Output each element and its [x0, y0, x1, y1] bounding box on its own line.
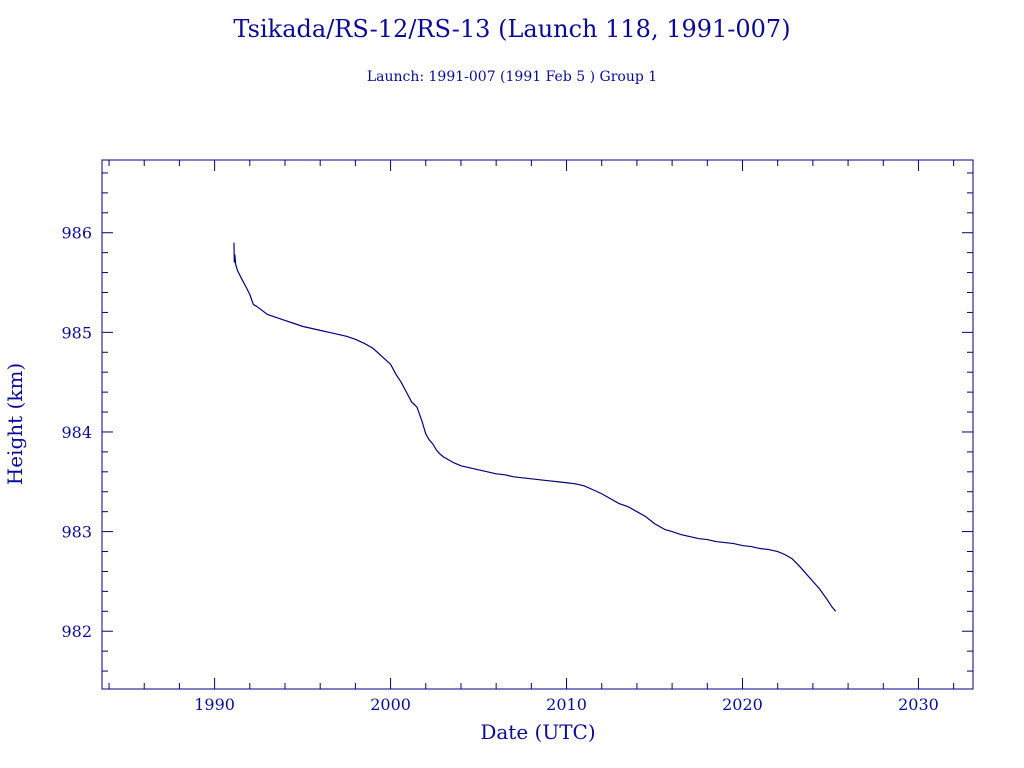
y-tick-label: 986 — [61, 224, 92, 243]
x-axis-title: Date (UTC) — [480, 720, 595, 744]
tick-marks — [102, 160, 973, 689]
x-tick-label: 2020 — [722, 695, 763, 714]
x-tick-label: 2030 — [898, 695, 939, 714]
plot-frame — [101, 159, 974, 690]
x-tick-labels: 1990 2000 2010 2020 2030 — [194, 695, 939, 714]
x-tick-label: 2010 — [546, 695, 587, 714]
y-tick-labels: 982 983 984 985 986 — [61, 224, 92, 641]
chart-subtitle: Launch: 1991-007 (1991 Feb 5 ) Group 1 — [367, 69, 657, 85]
y-axis-title: Height (km) — [3, 363, 27, 485]
chart-title: Tsikada/RS-12/RS-13 (Launch 118, 1991-00… — [233, 15, 790, 43]
x-tick-label: 1990 — [194, 695, 235, 714]
y-tick-label: 984 — [61, 423, 92, 442]
y-tick-label: 982 — [61, 622, 92, 641]
y-tick-label: 985 — [61, 323, 92, 342]
x-tick-label: 2000 — [370, 695, 411, 714]
y-tick-label: 983 — [61, 523, 92, 542]
series-line-height — [233, 242, 837, 612]
